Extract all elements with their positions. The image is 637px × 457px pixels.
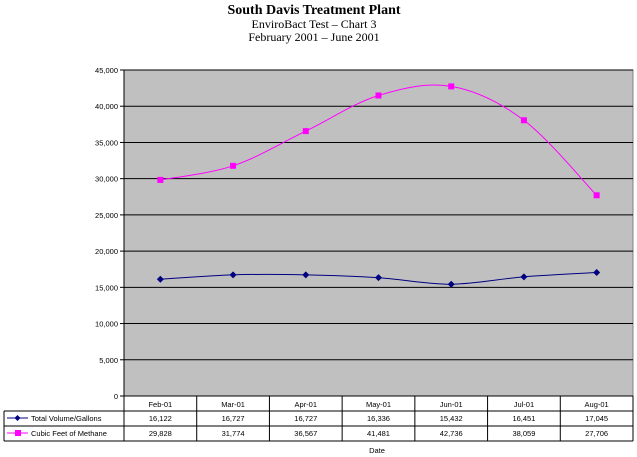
y-tick-label: 45,000 [95,66,118,75]
chart-title: South Davis Treatment Plant [227,3,400,18]
data-table-cell: 16,122 [149,414,172,423]
chart-subtitle-2: February 2001 – June 2001 [248,30,379,44]
data-table-cell: 29,828 [149,429,172,438]
data-point-diamond [520,273,528,281]
data-table-cell: 15,432 [440,414,463,423]
x-tick-label: May-01 [366,400,391,409]
plot-area [123,69,634,397]
legend-label: Total Volume/Gallons [31,414,102,423]
x-tick-label: Jun-01 [440,400,463,409]
legend-label: Cubic Feet of Methane [31,429,107,438]
data-table-cell: 16,336 [367,414,390,423]
data-table-cell: 31,774 [222,429,245,438]
data-point-diamond [375,274,382,282]
data-table-cell: 38,059 [512,429,535,438]
x-tick-label: Apr-01 [295,400,318,409]
x-axis-label: Date [369,446,385,455]
legend-marker-diamond [14,415,21,421]
data-point-diamond [156,275,164,283]
chart-subtitle-1: EnviroBact Test – Chart 3 [252,17,377,31]
y-tick-label: 40,000 [95,102,118,111]
data-point-square [230,162,237,169]
data-point-square [157,176,164,183]
data-point-diamond [593,269,601,277]
data-table-cell: 41,481 [367,429,390,438]
data-point-diamond [447,280,455,288]
data-table-cell: 17,045 [585,414,608,423]
data-table-cell: 36,567 [294,429,317,438]
data-point-diamond [229,271,237,279]
data-point-square [520,117,527,124]
y-tick-label: 30,000 [95,175,118,184]
x-tick-label: Mar-01 [221,400,245,409]
y-tick-label: 10,000 [95,320,118,329]
data-point-square [448,83,455,90]
data-table-cell: 16,451 [512,414,535,423]
data-table-cell: 42,736 [440,429,463,438]
y-tick-label: 25,000 [95,211,118,220]
y-tick-label: 0 [114,392,118,401]
data-point-square [375,92,382,99]
data-point-square [593,192,600,199]
data-point-diamond [302,271,310,279]
x-tick-label: Aug-01 [585,400,609,409]
data-table-cell: 16,727 [222,414,245,423]
legend-marker-square [15,430,21,436]
data-point-square [302,128,309,135]
x-tick-label: Feb-01 [148,400,172,409]
data-table-cell: 27,706 [585,429,608,438]
y-tick-label: 15,000 [95,283,118,292]
y-tick-label: 20,000 [95,247,118,256]
y-tick-label: 35,000 [95,138,118,147]
data-table-cell: 16,727 [294,414,317,423]
x-tick-label: Jul-01 [514,400,534,409]
y-tick-label: 5,000 [99,356,118,365]
